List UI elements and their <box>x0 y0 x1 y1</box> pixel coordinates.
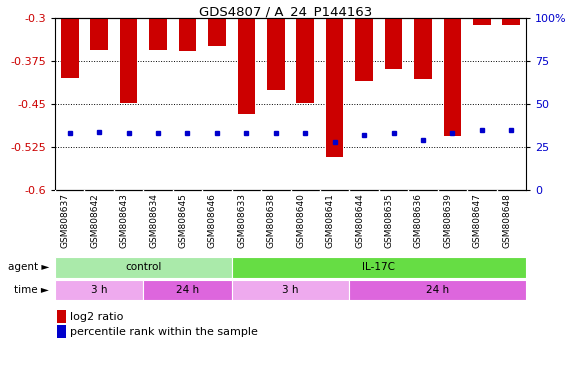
Text: 24 h: 24 h <box>426 285 449 295</box>
Text: GSM808642: GSM808642 <box>90 193 99 248</box>
Text: 24 h: 24 h <box>176 285 199 295</box>
Bar <box>385 18 403 69</box>
Text: GSM808645: GSM808645 <box>179 193 187 248</box>
Text: GSM808640: GSM808640 <box>296 193 305 248</box>
Bar <box>61 18 79 78</box>
Bar <box>502 18 520 25</box>
Text: GSM808643: GSM808643 <box>119 193 128 248</box>
Bar <box>267 18 284 90</box>
Bar <box>57 325 66 338</box>
Text: GSM808646: GSM808646 <box>208 193 217 248</box>
Bar <box>355 18 373 81</box>
Bar <box>473 18 490 25</box>
Text: GSM808648: GSM808648 <box>502 193 511 248</box>
Text: GSM808635: GSM808635 <box>384 193 393 248</box>
Bar <box>120 18 138 103</box>
Text: GSM808647: GSM808647 <box>473 193 482 248</box>
Bar <box>55 280 143 300</box>
Bar <box>55 257 232 278</box>
Text: log2 ratio: log2 ratio <box>70 312 123 322</box>
Text: GDS4807 / A_24_P144163: GDS4807 / A_24_P144163 <box>199 5 372 18</box>
Bar <box>232 257 526 278</box>
Bar <box>149 18 167 50</box>
Text: GSM808634: GSM808634 <box>149 193 158 248</box>
Bar <box>444 18 461 136</box>
Bar <box>349 280 526 300</box>
Bar <box>143 280 232 300</box>
Bar <box>208 18 226 46</box>
Text: 3 h: 3 h <box>282 285 299 295</box>
Text: GSM808636: GSM808636 <box>414 193 423 248</box>
Bar <box>90 18 108 50</box>
Bar <box>57 310 66 323</box>
Bar <box>296 18 314 103</box>
Text: IL-17C: IL-17C <box>363 263 395 273</box>
Text: GSM808638: GSM808638 <box>267 193 276 248</box>
Text: GSM808639: GSM808639 <box>444 193 452 248</box>
Text: control: control <box>125 263 162 273</box>
Text: percentile rank within the sample: percentile rank within the sample <box>70 327 258 337</box>
Text: GSM808644: GSM808644 <box>355 193 364 248</box>
Text: GSM808641: GSM808641 <box>325 193 335 248</box>
Text: GSM808633: GSM808633 <box>238 193 246 248</box>
Text: GSM808637: GSM808637 <box>61 193 70 248</box>
Text: agent ►: agent ► <box>8 263 49 273</box>
Bar <box>414 18 432 79</box>
Bar <box>326 18 344 157</box>
Bar <box>179 18 196 51</box>
Text: time ►: time ► <box>14 285 49 295</box>
Bar <box>232 280 349 300</box>
Text: 3 h: 3 h <box>91 285 107 295</box>
Bar <box>238 18 255 114</box>
